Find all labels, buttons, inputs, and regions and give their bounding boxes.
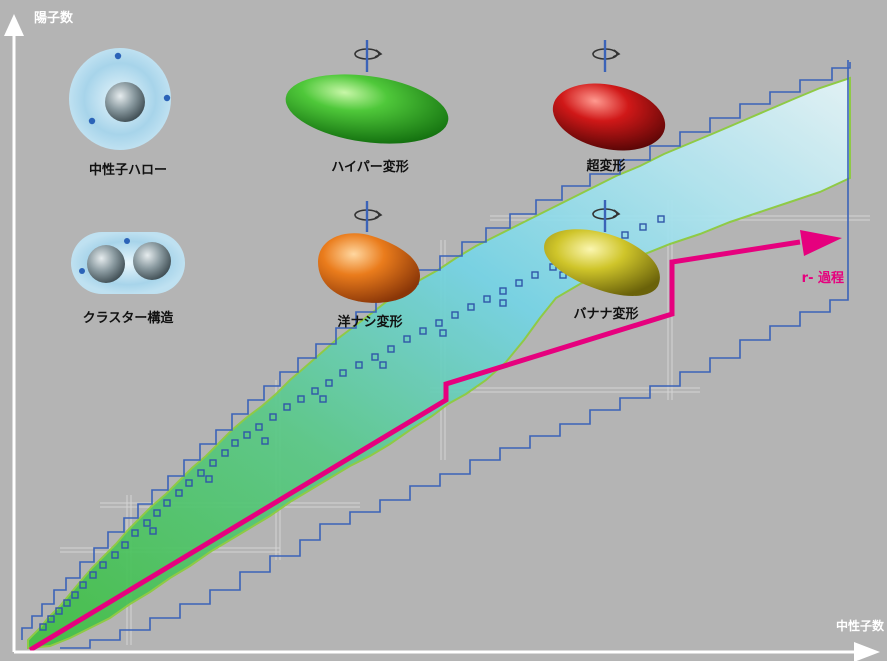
r-process-label: r- 過程 [802,270,844,286]
label-banana: バナナ変形 [573,306,638,322]
hyper-deformation-figure [285,40,449,144]
nuclide-band [27,76,851,650]
neutron-dot [79,268,85,274]
label-cluster: クラスター構造 [83,310,175,326]
rotation-arrow-icon [354,201,383,232]
neutron-dot [124,238,130,244]
x-axis-arrow-icon [854,642,880,661]
x-axis-label: 中性子数 [836,618,885,633]
rotation-arrow-icon [354,40,383,72]
stable-nuclei [39,215,665,631]
neutron-dot [88,117,96,125]
banana-deformation-figure [544,200,660,296]
label-halo: 中性子ハロー [89,162,167,178]
pear-deformation-figure [318,201,420,303]
rotation-arrow-icon [592,40,621,72]
super-deformation-figure [552,40,666,151]
neutron-dot [114,52,122,60]
r-process-path [28,239,801,653]
r-process-arrow-icon [800,230,842,256]
halo-nucleus-figure [69,48,171,150]
y-axis-label: 陽子数 [34,10,74,26]
neutron-dot [163,94,171,102]
label-pear: 洋ナシ変形 [337,314,402,330]
proton-drip-line [21,62,851,640]
neutron-drip-line [60,60,849,649]
axes [4,14,880,661]
label-hyper: ハイパー変形 [331,159,408,175]
rotation-arrow-icon [592,200,621,232]
cluster-nucleus-figure [71,232,185,294]
y-axis-arrow-icon [4,14,24,36]
label-super: 超変形 [586,158,625,174]
